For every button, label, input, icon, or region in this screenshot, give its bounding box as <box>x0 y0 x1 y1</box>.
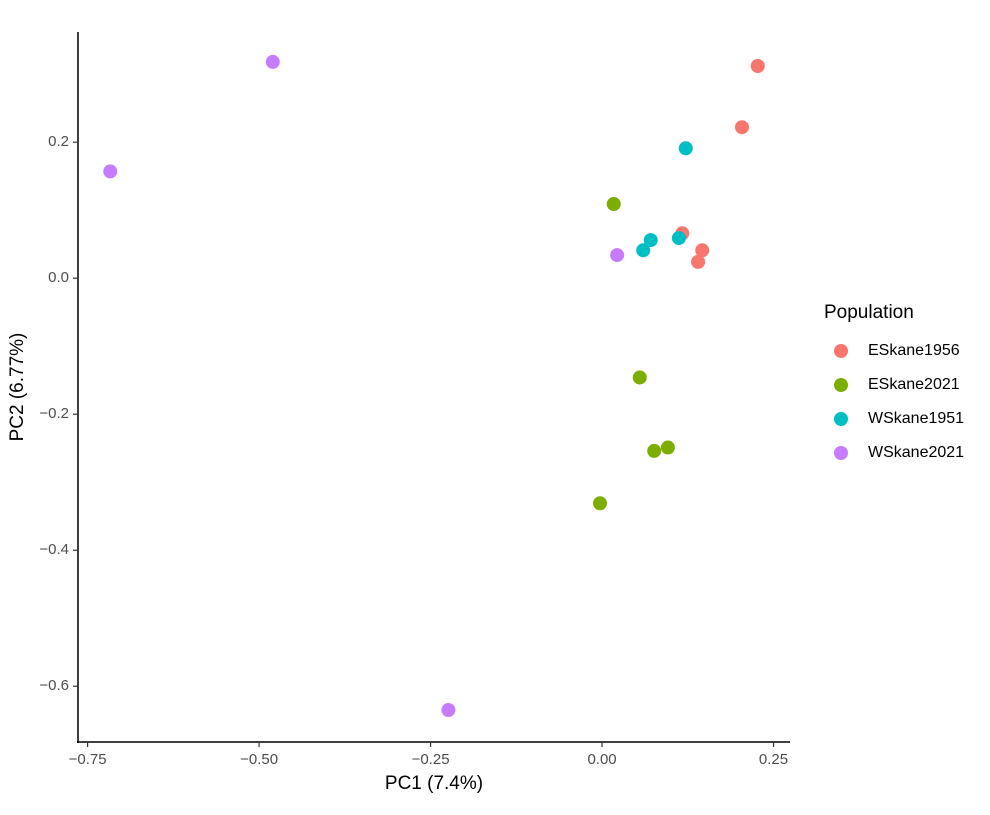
point <box>750 59 765 74</box>
point <box>636 243 651 258</box>
x-tick-label: 0.25 <box>759 751 788 768</box>
legend-label: ESkane2021 <box>868 376 960 393</box>
x-tick-label: −0.75 <box>69 751 107 768</box>
legend-swatch <box>834 378 848 392</box>
point <box>606 197 621 212</box>
point <box>734 120 749 135</box>
y-tick-label: −0.2 <box>39 405 69 422</box>
y-tick-label: 0.0 <box>48 269 69 286</box>
point <box>647 443 662 458</box>
point <box>265 54 280 69</box>
legend-label: WSkane1951 <box>868 410 964 427</box>
point <box>441 703 456 718</box>
point <box>695 243 710 258</box>
point <box>610 248 625 263</box>
x-tick-label: 0.00 <box>587 751 616 768</box>
y-tick-label: −0.6 <box>39 677 69 694</box>
legend-swatch <box>834 446 848 460</box>
legend-swatch <box>834 344 848 358</box>
point <box>660 440 675 455</box>
point <box>691 254 706 269</box>
point <box>592 496 607 511</box>
legend-swatch <box>834 412 848 426</box>
y-axis-label: PC2 (6.77%) <box>7 333 28 442</box>
point <box>643 233 658 248</box>
point <box>671 231 686 246</box>
point <box>103 164 118 179</box>
x-axis-label: PC1 (7.4%) <box>385 773 483 794</box>
legend-label: ESkane1956 <box>868 342 960 359</box>
x-tick-label: −0.50 <box>240 751 278 768</box>
y-tick-label: −0.4 <box>39 541 69 558</box>
y-tick-label: 0.2 <box>48 133 69 150</box>
point <box>632 370 647 385</box>
legend-title: Population <box>824 302 914 323</box>
legend-label: WSkane2021 <box>868 444 964 461</box>
point <box>678 141 693 156</box>
x-tick-label: −0.25 <box>412 751 450 768</box>
